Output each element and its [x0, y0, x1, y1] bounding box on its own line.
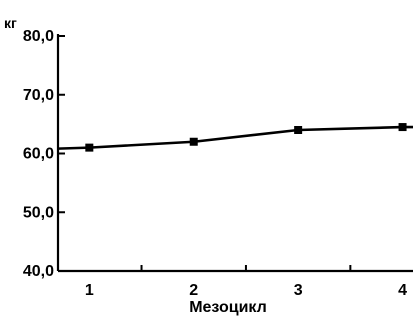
y-tick-label: 50,0 — [23, 204, 54, 221]
x-tick-label: 1 — [85, 282, 94, 299]
y-tick-label: 70,0 — [23, 87, 54, 104]
y-unit-label: кг — [4, 15, 17, 31]
y-tick-label: 80,0 — [23, 28, 54, 45]
x-tick-label: 3 — [294, 282, 303, 299]
x-axis: 1 2 3 4 — [58, 265, 413, 299]
data-point — [398, 123, 407, 132]
series-line — [57, 125, 413, 150]
data-point — [294, 126, 303, 134]
data-point — [189, 137, 198, 146]
y-tick-label: 40,0 — [23, 263, 54, 280]
y-axis: 40,0 50,0 60,0 70,0 80,0 — [23, 28, 65, 280]
data-point — [85, 143, 94, 152]
x-axis-label: Мезоцикл — [189, 299, 267, 316]
x-tick-label: 2 — [189, 282, 198, 299]
y-tick-label: 60,0 — [23, 146, 54, 163]
series-layer — [57, 123, 413, 152]
x-tick-label: 4 — [398, 282, 407, 299]
